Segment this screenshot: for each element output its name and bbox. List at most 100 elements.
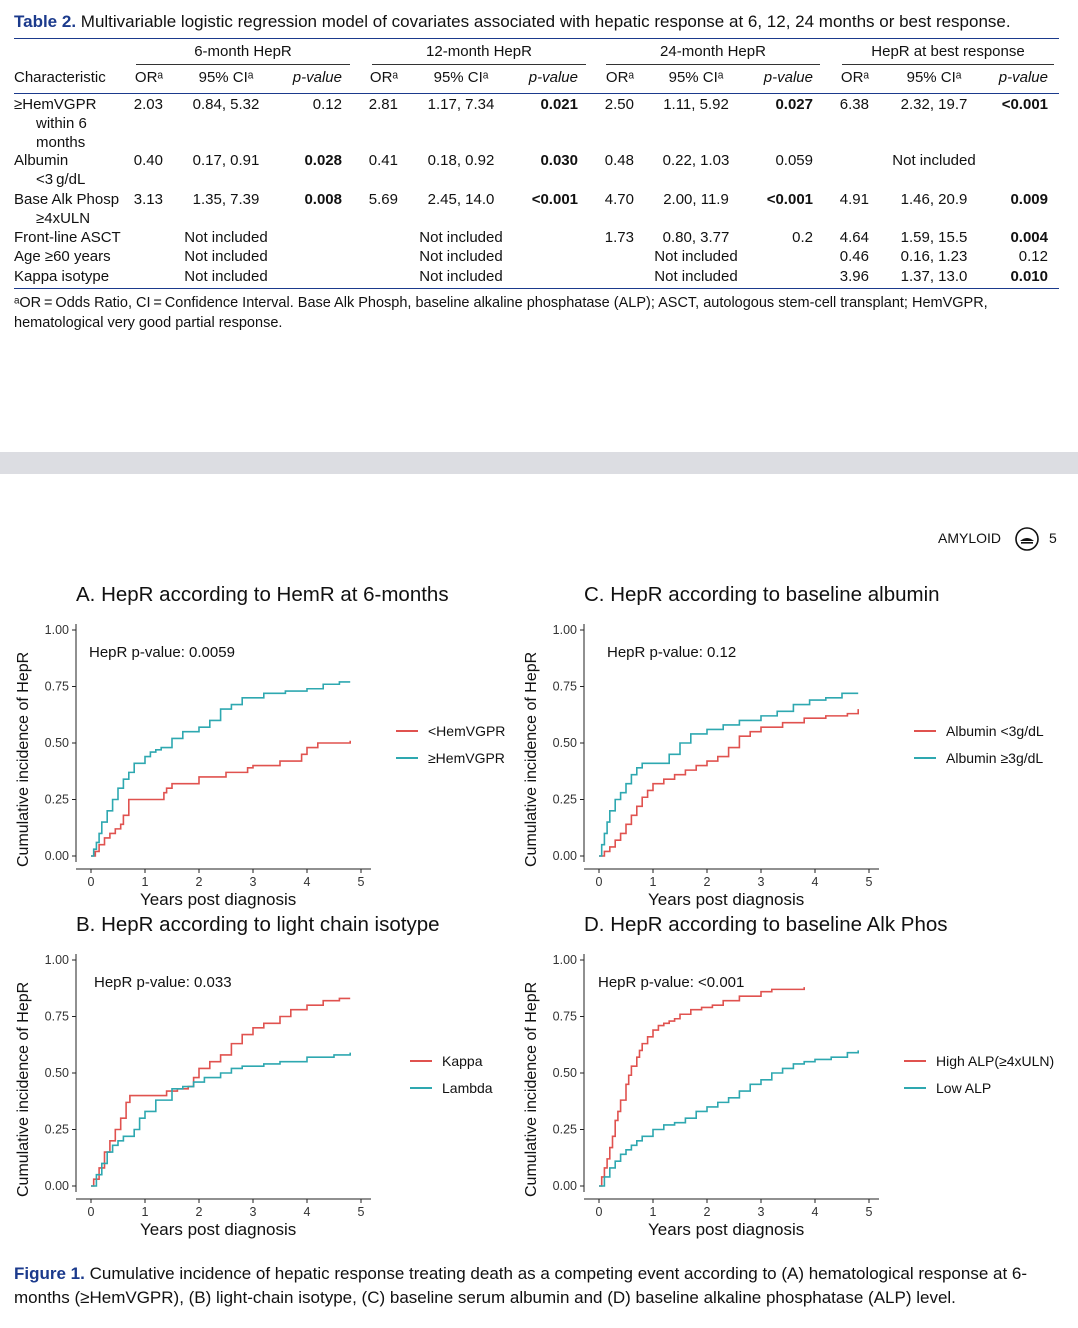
chart-panel: A. HepR according to HemR at 6-months Hep… [14, 583, 544, 909]
figure-caption-text: Cumulative incidence of hepatic response… [14, 1264, 1028, 1307]
legend-label: Kappa [442, 1053, 483, 1069]
x-tick-label: 0 [88, 875, 95, 889]
legend-item: Lambda [410, 1080, 493, 1096]
x-tick-label: 4 [304, 1205, 311, 1219]
legend-swatch [410, 1087, 432, 1089]
cell-or: 0.48 [604, 152, 634, 169]
y-tick-label: 0.50 [45, 736, 69, 750]
row-label: ≥HemVGPR [14, 96, 97, 113]
cell-or: 4.70 [604, 191, 634, 208]
y-tick-label: 0.50 [553, 1066, 577, 1080]
series-line-teal [599, 1050, 859, 1187]
x-tick-label: 3 [250, 875, 257, 889]
group-header: 6-month HepR [194, 43, 292, 60]
x-axis-label: Years post diagnosis [140, 1220, 297, 1239]
x-tick-label: 5 [866, 1205, 873, 1219]
series-line-teal [91, 1052, 351, 1187]
row-label: ≥4xULN [36, 210, 91, 227]
row-label: Age ≥60 years [14, 248, 111, 265]
legend-label: ≥HemVGPR [428, 750, 505, 766]
column-header-p: p-value [292, 69, 342, 86]
legend-swatch [396, 757, 418, 759]
cell-ci: 2.00, 11.9 [663, 191, 729, 208]
cell-or: 3.96 [839, 268, 869, 285]
cell-not-included: Not included [419, 229, 503, 246]
row-label: Front-line ASCT [14, 229, 121, 246]
legend-swatch [396, 730, 418, 732]
cell-ci: 1.37, 13.0 [900, 268, 968, 285]
y-tick-label: 0.75 [45, 680, 69, 694]
y-tick-label: 0.25 [45, 1123, 69, 1137]
legend-swatch [914, 757, 936, 759]
cell-not-included: Not included [184, 268, 268, 285]
group-header: HepR at best response [871, 43, 1025, 60]
group-underline [842, 64, 1054, 65]
cell-ci: 1.35, 7.39 [192, 191, 260, 208]
p-value-annotation: HepR p-value: 0.12 [607, 644, 737, 661]
cell-ci: 0.18, 0.92 [427, 152, 495, 169]
chart-title: C. HepR according to baseline albumin [584, 583, 940, 606]
x-axis-label: Years post diagnosis [648, 890, 805, 909]
x-tick-label: 1 [650, 1205, 657, 1219]
x-tick-label: 0 [596, 875, 603, 889]
series-line-red [91, 997, 351, 1187]
cell-p-value: 0.028 [304, 152, 342, 169]
column-header-ci: 95% CIᵃ [198, 69, 254, 86]
legend-swatch [914, 730, 936, 732]
cell-not-included: Not included [419, 248, 503, 265]
cell-not-included: Not included [654, 268, 738, 285]
column-header-p: p-value [998, 69, 1048, 86]
cell-or: 0.41 [368, 152, 398, 169]
cell-not-included: Not included [184, 229, 268, 246]
column-header-or: ORᵃ [369, 69, 398, 86]
cell-ci: 2.45, 14.0 [427, 191, 495, 208]
chart-svg: 0.00 0.25 0.50 0.75 1.00 0 1 2 3 4 5 [45, 953, 371, 1219]
x-tick-label: 0 [596, 1205, 603, 1219]
x-axis-label: Years post diagnosis [648, 1220, 805, 1239]
cell-p-value: <0.001 [1001, 96, 1048, 113]
table-footnote: ᵃOR = Odds Ratio, CI = Confidence Interv… [14, 295, 988, 331]
p-value-annotation: HepR p-value: <0.001 [598, 974, 745, 991]
row-label: months [36, 134, 86, 151]
table-rule [14, 93, 1059, 94]
cell-ci: 0.17, 0.91 [192, 152, 260, 169]
x-tick-label: 3 [250, 1205, 257, 1219]
chart-svg: 0.00 0.25 0.50 0.75 1.00 0 1 2 3 4 5 [45, 623, 371, 889]
cell-p-value: 0.027 [775, 96, 813, 113]
legend-label: Low ALP [936, 1080, 992, 1096]
cell-p-value: <0.001 [766, 191, 813, 208]
cell-p-value: 0.010 [1010, 268, 1048, 285]
figure-caption: Figure 1. Cumulative incidence of hepati… [14, 1262, 1064, 1310]
cell-p-value: <0.001 [531, 191, 578, 208]
x-tick-label: 3 [758, 875, 765, 889]
column-header-or: ORᵃ [605, 69, 634, 86]
column-header-or: ORᵃ [840, 69, 869, 86]
cell-or: 4.91 [839, 191, 869, 208]
legend-item: Albumin ≥3g/dL [914, 750, 1043, 766]
cell-not-included: Not included [654, 248, 738, 265]
figure-label: Figure 1. [14, 1264, 85, 1283]
page-number: 5 [1049, 530, 1057, 546]
x-tick-label: 2 [196, 1205, 203, 1219]
column-header-or: ORᵃ [134, 69, 163, 86]
cell-ci: 1.59, 15.5 [900, 229, 968, 246]
cell-ci: 0.16, 1.23 [900, 248, 968, 265]
legend-label: <HemVGPR [428, 723, 506, 739]
cell-p-value: 0.2 [792, 229, 813, 246]
cell-or: 2.03 [133, 96, 163, 113]
row-label: <3 g/dL [36, 171, 86, 188]
x-tick-label: 2 [704, 1205, 711, 1219]
cell-ci: 0.22, 1.03 [662, 152, 730, 169]
cell-or: 3.13 [133, 191, 163, 208]
row-label: Base Alk Phosp [14, 191, 120, 208]
p-value-annotation: HepR p-value: 0.033 [94, 974, 232, 991]
column-header-characteristic: Characteristic [14, 69, 106, 86]
legend-label: Albumin <3g/dL [946, 723, 1044, 739]
group-underline [136, 64, 350, 65]
cell-p-value: 0.12 [1018, 248, 1048, 265]
journal-logo-icon [1014, 526, 1040, 555]
series-line-teal [599, 692, 859, 857]
y-tick-label: 0.25 [553, 793, 577, 807]
row-label: Albumin [14, 152, 69, 169]
cell-p-value: 0.004 [1010, 229, 1048, 246]
